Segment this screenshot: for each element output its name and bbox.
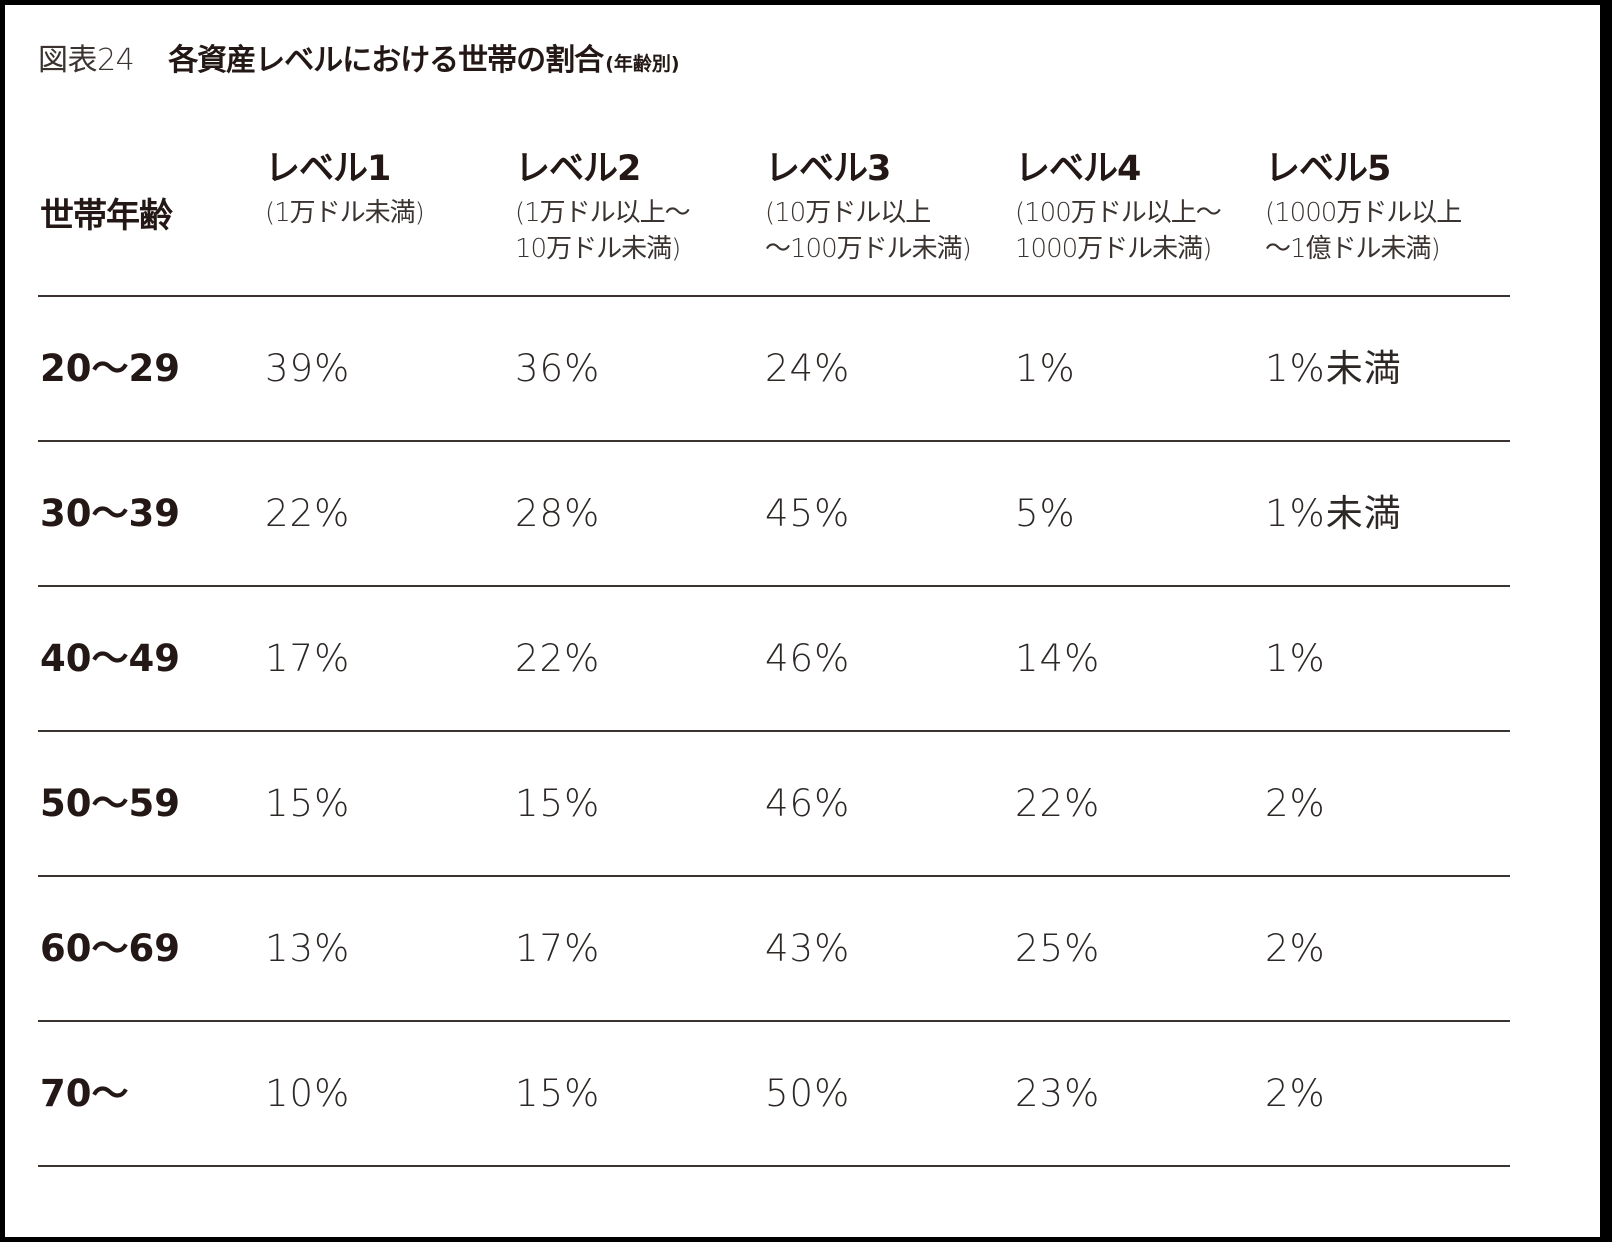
value-cell: 17% [515,927,601,970]
table-row: 60〜69 13% 17% 43% 25% 2% [38,877,1510,1022]
figure-page: 図表24 各資産レベルにおける世帯の割合 (年齢別) 世帯年齢 レベル1 (1万… [5,5,1600,1237]
column-range-label: (1万ドル以上〜 10万ドル未満) [515,198,691,264]
column-header-level-3: レベル3 (10万ドル以上 〜100万ドル未満) [765,147,1015,267]
column-header-level-1: レベル1 (1万ドル未満) [265,147,515,231]
table-row: 70〜 10% 15% 50% 23% 2% [38,1022,1510,1167]
figure-title: 各資産レベルにおける世帯の割合 [168,43,604,78]
column-range-label: (100万ドル以上〜 1000万ドル未満) [1015,198,1222,264]
value-cell: 10% [265,1072,351,1115]
age-cell: 40〜49 [40,637,180,680]
value-cell: 15% [515,1072,601,1115]
value-cell: 45% [765,492,851,535]
table-header: 世帯年齢 レベル1 (1万ドル未満) レベル2 (1万ドル以上〜 10万ドル未満… [38,125,1510,297]
value-cell: 22% [1015,782,1101,825]
value-cell: 43% [765,927,851,970]
value-cell: 50% [765,1072,851,1115]
value-cell: 39% [265,347,351,390]
value-cell: 2% [1265,1072,1326,1115]
column-header-level-4: レベル4 (100万ドル以上〜 1000万ドル未満) [1015,147,1265,267]
value-cell: 46% [765,782,851,825]
column-range-label: (10万ドル以上 〜100万ドル未満) [765,198,972,264]
table-row: 40〜49 17% 22% 46% 14% 1% [38,587,1510,732]
value-cell: 1% [1015,347,1076,390]
figure-subtitle: (年齢別) [605,53,680,75]
value-cell: 2% [1265,782,1326,825]
value-cell: 24% [765,347,851,390]
value-cell: 23% [1015,1072,1101,1115]
value-cell: 36% [515,347,601,390]
column-level-label: レベル2 [515,149,641,189]
age-cell: 50〜59 [40,782,180,825]
table-row: 50〜59 15% 15% 46% 22% 2% [38,732,1510,877]
value-cell: 2% [1265,927,1326,970]
value-cell: 25% [1015,927,1101,970]
value-cell: 17% [265,637,351,680]
figure-number: 図表24 [38,43,135,78]
value-cell: 22% [515,637,601,680]
column-range-label: (1000万ドル以上 〜1億ドル未満) [1265,198,1462,264]
column-range-label: (1万ドル未満) [265,198,425,228]
table-row: 20〜29 39% 36% 24% 1% 1%未満 [38,297,1510,442]
value-cell: 1% [1265,637,1326,680]
row-header-label: 世帯年齢 [40,196,173,236]
age-cell: 30〜39 [40,492,180,535]
age-cell: 60〜69 [40,927,180,970]
column-level-label: レベル4 [1015,149,1141,189]
value-cell: 15% [515,782,601,825]
column-level-label: レベル3 [765,149,891,189]
value-cell: 22% [265,492,351,535]
value-cell: 1%未満 [1265,492,1402,535]
value-cell: 1%未満 [1265,347,1402,390]
value-cell: 5% [1015,492,1076,535]
column-header-level-5: レベル5 (1000万ドル以上 〜1億ドル未満) [1265,147,1515,267]
value-cell: 15% [265,782,351,825]
column-header-level-2: レベル2 (1万ドル以上〜 10万ドル未満) [515,147,765,267]
asset-level-table: 世帯年齢 レベル1 (1万ドル未満) レベル2 (1万ドル以上〜 10万ドル未満… [38,125,1510,1167]
age-cell: 70〜 [40,1072,129,1115]
value-cell: 14% [1015,637,1101,680]
value-cell: 28% [515,492,601,535]
value-cell: 13% [265,927,351,970]
age-cell: 20〜29 [40,347,180,390]
table-row: 30〜39 22% 28% 45% 5% 1%未満 [38,442,1510,587]
column-level-label: レベル5 [1265,149,1391,189]
value-cell: 46% [765,637,851,680]
column-level-label: レベル1 [265,149,391,189]
figure-title-row: 図表24 各資産レベルにおける世帯の割合 (年齢別) [38,35,680,78]
